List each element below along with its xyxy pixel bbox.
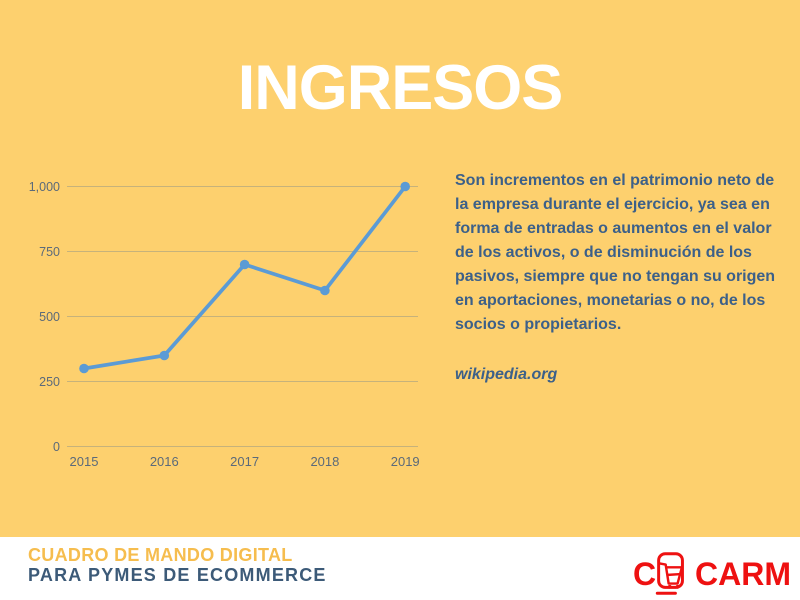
svg-text:750: 750 xyxy=(39,245,60,259)
svg-text:250: 250 xyxy=(39,375,60,389)
svg-text:2017: 2017 xyxy=(230,454,259,469)
svg-text:0: 0 xyxy=(53,440,60,454)
svg-text:2019: 2019 xyxy=(391,454,420,469)
svg-text:500: 500 xyxy=(39,310,60,324)
svg-text:2015: 2015 xyxy=(70,454,99,469)
svg-text:2018: 2018 xyxy=(310,454,339,469)
svg-text:1,000: 1,000 xyxy=(29,180,60,194)
svg-text:2016: 2016 xyxy=(150,454,179,469)
